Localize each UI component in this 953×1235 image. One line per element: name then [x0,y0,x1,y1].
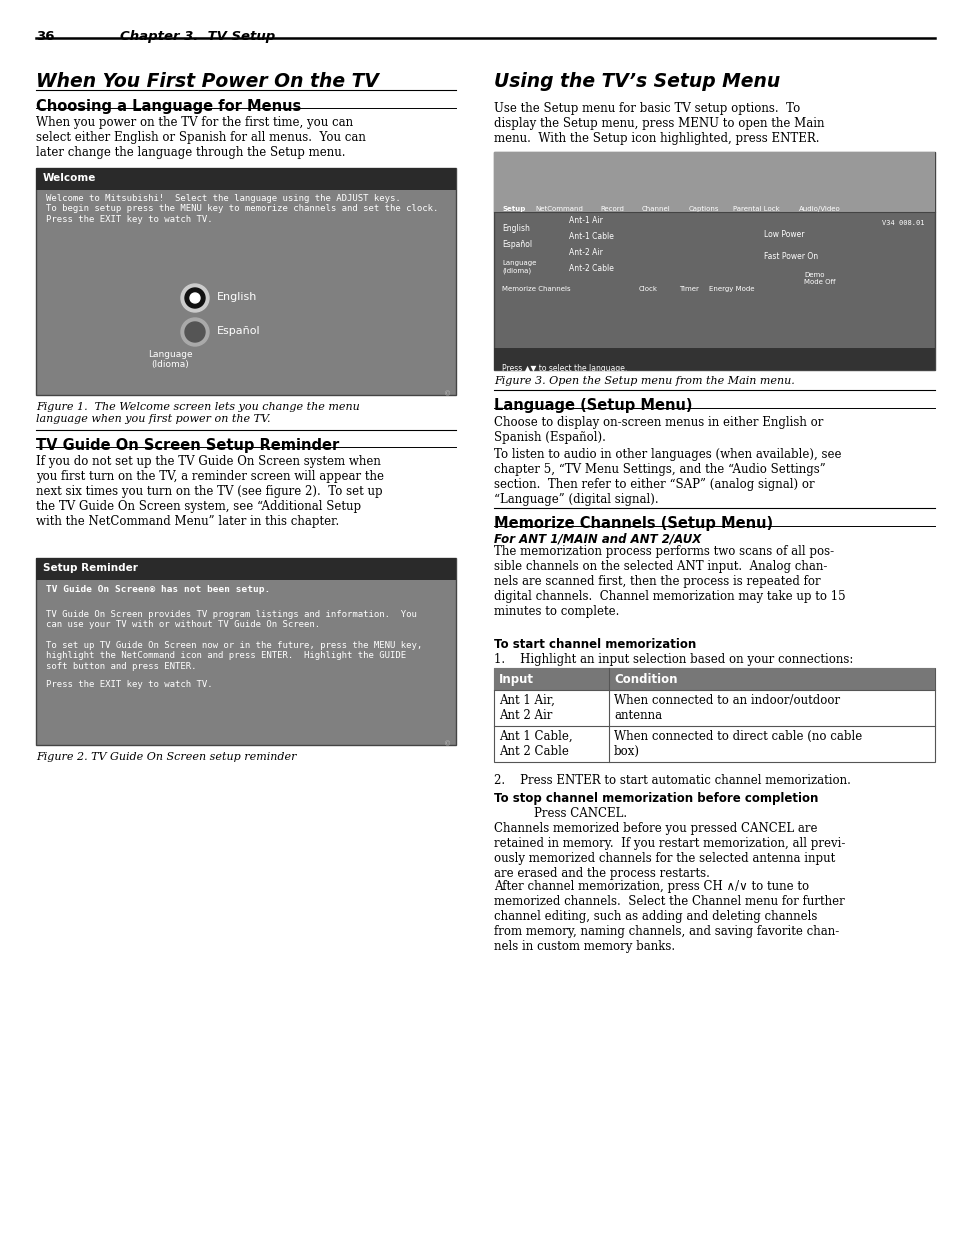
Text: Timer: Timer [679,287,699,291]
Text: Figure 1.  The Welcome screen lets you change the menu
language when you first p: Figure 1. The Welcome screen lets you ch… [36,403,359,424]
Text: Ant-2 Air: Ant-2 Air [568,248,602,257]
Text: Memorize Channels (Setup Menu): Memorize Channels (Setup Menu) [494,516,772,531]
Text: NetCommand: NetCommand [535,206,582,212]
Bar [494,152,934,212]
Text: Fast Power On: Fast Power On [763,252,818,261]
Text: Parental Lock: Parental Lock [732,206,779,212]
Text: 2.    Press ENTER to start automatic channel memorization.: 2. Press ENTER to start automatic channe… [494,774,850,787]
Bar [36,168,456,190]
Text: Language
(Idioma): Language (Idioma) [501,261,536,273]
Bar [36,168,456,395]
Text: Clock: Clock [639,287,658,291]
Circle shape [190,293,200,303]
Text: English: English [501,224,529,233]
Circle shape [181,317,209,346]
Text: Español: Español [216,326,260,336]
Bar [36,558,456,745]
Text: To set up TV Guide On Screen now or in the future, press the MENU key,
highlight: To set up TV Guide On Screen now or in t… [46,641,422,671]
Text: To listen to audio in other languages (when available), see
chapter 5, “TV Menu : To listen to audio in other languages (w… [494,448,841,506]
Bar [494,152,934,370]
Text: 1.    Highlight an input selection based on your connections:: 1. Highlight an input selection based on… [494,653,853,666]
Text: Ant-1 Air: Ant-1 Air [568,216,602,225]
Text: When you power on the TV for the first time, you can
select either English or Sp: When you power on the TV for the first t… [36,116,366,159]
Text: TV Guide On Screen provides TV program listings and information.  You
can use yo: TV Guide On Screen provides TV program l… [46,610,416,630]
Text: Record: Record [599,206,623,212]
Bar [494,348,934,370]
Text: For ANT 1/MAIN and ANT 2/AUX: For ANT 1/MAIN and ANT 2/AUX [494,534,700,546]
Circle shape [181,284,209,312]
Text: V34 008.01: V34 008.01 [882,220,924,226]
Text: If you do not set up the TV Guide On Screen system when
you first turn on the TV: If you do not set up the TV Guide On Scr… [36,454,384,529]
Text: Energy Mode: Energy Mode [708,287,754,291]
Text: TV Guide On Screen Setup Reminder: TV Guide On Screen Setup Reminder [36,438,339,453]
Text: Press CANCEL.: Press CANCEL. [534,806,626,820]
Text: Setup Reminder: Setup Reminder [43,563,138,573]
Text: Memorize Channels: Memorize Channels [501,287,570,291]
Text: Ant-2 Cable: Ant-2 Cable [568,264,613,273]
Text: Language (Setup Menu): Language (Setup Menu) [494,398,692,412]
Text: Low Power: Low Power [763,230,803,240]
Text: Setup: Setup [502,206,525,212]
Text: Demo
Mode Off: Demo Mode Off [803,272,835,285]
Text: Choosing a Language for Menus: Choosing a Language for Menus [36,99,301,114]
Text: After channel memorization, press CH ∧/∨ to tune to
memorized channels.  Select : After channel memorization, press CH ∧/∨… [494,881,843,953]
Text: Press ▲▼ to select the language.: Press ▲▼ to select the language. [501,364,626,373]
Bar [494,668,934,762]
Text: Audio/Video: Audio/Video [799,206,840,212]
Text: Channels memorized before you pressed CANCEL are
retained in memory.  If you res: Channels memorized before you pressed CA… [494,823,844,881]
Text: Chapter 3.  TV Setup: Chapter 3. TV Setup [120,30,275,43]
Text: When connected to an indoor/outdoor
antenna: When connected to an indoor/outdoor ante… [614,694,840,722]
Bar [36,558,456,580]
Text: Choose to display on-screen menus in either English or
Spanish (Español).: Choose to display on-screen menus in eit… [494,416,822,445]
Text: English: English [216,291,257,303]
Text: ©: © [443,740,451,748]
Text: Condition: Condition [614,673,677,685]
Circle shape [185,288,205,308]
Text: Ant-1 Cable: Ant-1 Cable [568,232,613,241]
Text: Captions: Captions [688,206,719,212]
Bar [494,668,934,690]
Text: Welcome: Welcome [43,173,96,183]
Text: Use the Setup menu for basic TV setup options.  To
display the Setup menu, press: Use the Setup menu for basic TV setup op… [494,103,823,144]
Text: When connected to direct cable (no cable
box): When connected to direct cable (no cable… [614,730,862,758]
Text: TV Guide On Screen® has not been setup.: TV Guide On Screen® has not been setup. [46,585,270,594]
Circle shape [185,322,205,342]
Text: Figure 3. Open the Setup menu from the Main menu.: Figure 3. Open the Setup menu from the M… [494,375,794,387]
Text: Ant 1 Air,
Ant 2 Air: Ant 1 Air, Ant 2 Air [498,694,555,722]
Text: When You First Power On the TV: When You First Power On the TV [36,72,378,91]
Text: Channel: Channel [641,206,670,212]
Text: To start channel memorization: To start channel memorization [494,638,696,651]
Text: ©: © [443,390,451,398]
Text: Language
(Idioma): Language (Idioma) [148,350,193,369]
Text: Español: Español [501,240,532,249]
Text: Welcome to Mitsubishi!  Select the language using the ADJUST keys.
To begin setu: Welcome to Mitsubishi! Select the langua… [46,194,438,224]
Text: 36: 36 [36,30,54,43]
Text: The memorization process performs two scans of all pos-
sible channels on the se: The memorization process performs two sc… [494,545,844,618]
Text: Using the TV’s Setup Menu: Using the TV’s Setup Menu [494,72,780,91]
Text: Input: Input [498,673,534,685]
Text: Press the EXIT key to watch TV.: Press the EXIT key to watch TV. [46,680,213,689]
Text: Ant 1 Cable,
Ant 2 Cable: Ant 1 Cable, Ant 2 Cable [498,730,572,758]
Text: Figure 2. TV Guide On Screen setup reminder: Figure 2. TV Guide On Screen setup remin… [36,752,296,762]
Text: To stop channel memorization before completion: To stop channel memorization before comp… [494,792,818,805]
